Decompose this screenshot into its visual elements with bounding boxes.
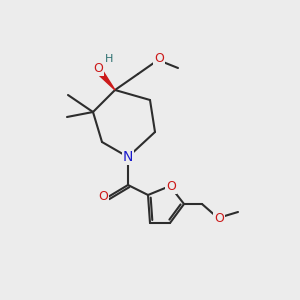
Text: O: O bbox=[93, 61, 103, 74]
Text: N: N bbox=[123, 150, 133, 164]
Polygon shape bbox=[98, 70, 115, 90]
Text: H: H bbox=[105, 54, 113, 64]
Text: O: O bbox=[98, 190, 108, 203]
Text: O: O bbox=[154, 52, 164, 65]
Text: O: O bbox=[214, 212, 224, 224]
Text: O: O bbox=[166, 179, 176, 193]
